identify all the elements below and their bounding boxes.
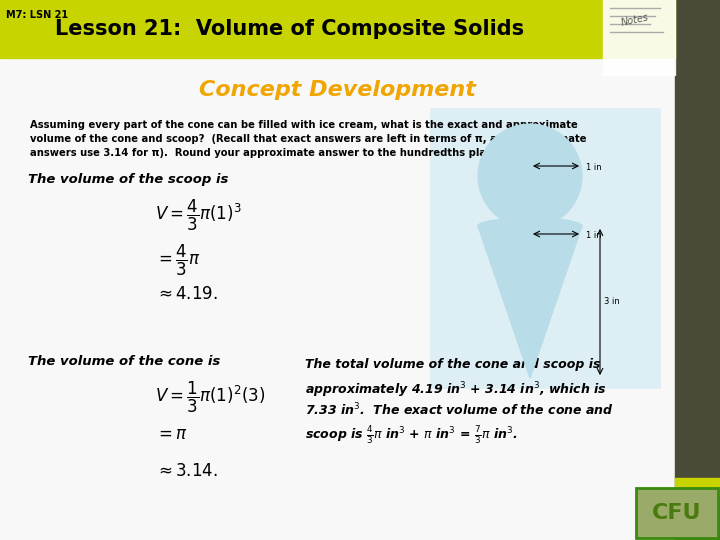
Text: CFU: CFU [652, 503, 702, 523]
Text: The volume of the scoop is: The volume of the scoop is [28, 173, 228, 186]
Text: $V = \dfrac{4}{3}\pi(1)^3$: $V = \dfrac{4}{3}\pi(1)^3$ [155, 198, 242, 233]
Bar [636, 488, 718, 538]
Text: $= \pi$: $= \pi$ [155, 425, 188, 443]
Text: approximately 4.19 in$^3$ + 3.14 in$^3$, which is: approximately 4.19 in$^3$ + 3.14 in$^3$,… [305, 380, 607, 400]
Text: scoop is $\frac{4}{3}\pi$ in$^3$ + $\pi$ in$^3$ = $\frac{7}{3}\pi$ in$^3$.: scoop is $\frac{4}{3}\pi$ in$^3$ + $\pi$… [305, 424, 518, 446]
Polygon shape [478, 226, 582, 378]
Bar [0, 58, 675, 540]
Text: 7.33 in$^3$.  The exact volume of the cone and: 7.33 in$^3$. The exact volume of the con… [305, 402, 613, 418]
Text: $V = \dfrac{1}{3}\pi(1)^2(3)$: $V = \dfrac{1}{3}\pi(1)^2(3)$ [155, 380, 265, 415]
Circle shape [478, 124, 582, 228]
Text: 1 in: 1 in [586, 163, 602, 172]
Text: $= \dfrac{4}{3}\pi$: $= \dfrac{4}{3}\pi$ [155, 243, 200, 278]
Text: Lesson 21:  Volume of Composite Solids: Lesson 21: Volume of Composite Solids [55, 19, 524, 39]
Text: volume of the cone and scoop?  (Recall that exact answers are left in terms of π: volume of the cone and scoop? (Recall th… [30, 134, 587, 144]
Bar [636, 488, 718, 538]
Text: The volume of the cone is: The volume of the cone is [28, 355, 220, 368]
Text: Assuming every part of the cone can be filled with ice cream, what is the exact : Assuming every part of the cone can be f… [30, 120, 577, 130]
Text: answers use 3.14 for π).  Round your approximate answer to the hundredths place.: answers use 3.14 for π). Round your appr… [30, 148, 503, 158]
Bar [675, 478, 720, 496]
Text: M7: LSN 21: M7: LSN 21 [6, 10, 68, 20]
Text: Concept Development: Concept Development [199, 80, 476, 100]
Text: 3 in: 3 in [604, 298, 620, 307]
Text: $\approx 4.19.$: $\approx 4.19.$ [155, 285, 218, 303]
Ellipse shape [478, 218, 582, 234]
Text: The total volume of the cone and scoop is: The total volume of the cone and scoop i… [305, 358, 600, 371]
Text: Notes: Notes [620, 12, 650, 28]
Bar [430, 108, 660, 388]
Bar [603, 0, 675, 75]
Bar [0, 0, 675, 58]
Text: $\approx 3.14.$: $\approx 3.14.$ [155, 462, 218, 480]
Text: 1 in: 1 in [586, 231, 602, 240]
Bar [675, 0, 720, 540]
